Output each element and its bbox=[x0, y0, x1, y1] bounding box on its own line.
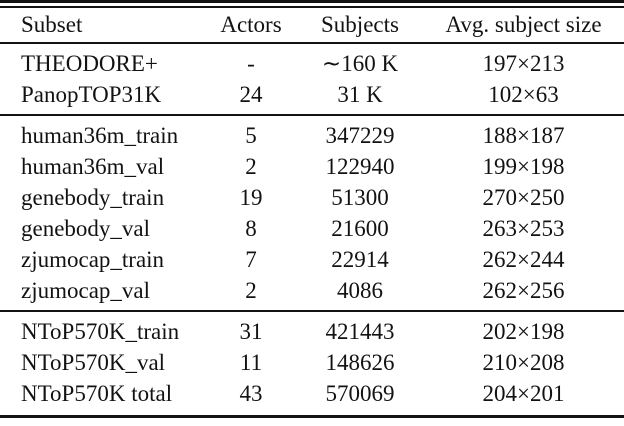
column-header-avg-subject-size: Avg. subject size bbox=[423, 8, 624, 44]
cell-avg-subject-size: 188×187 bbox=[423, 114, 624, 151]
cell-subset: NToP570K_train bbox=[0, 310, 205, 347]
cell-subset: human36m_train bbox=[0, 114, 205, 151]
cell-subjects: 4086 bbox=[337, 278, 383, 303]
cell-avg-subject-size: 204×201 bbox=[482, 381, 565, 406]
table-row: human36m_train 5 347229 188×187 bbox=[0, 114, 624, 151]
table-row: THEODORE+ - ∼160 K 197×213 bbox=[0, 42, 624, 79]
table-section-pretrain: THEODORE+ - ∼160 K 197×213 PanopTOP31K 24 31 K… bbox=[0, 42, 624, 115]
table-row: NToP570K total 43 570069 204×201 bbox=[0, 378, 624, 417]
table-row: zjumocap_train 7 22914 262×244 bbox=[0, 244, 624, 275]
cell-actors: 43 bbox=[239, 381, 263, 406]
cell-subjects: 51300 bbox=[331, 185, 389, 210]
cell-subset: zjumocap_train bbox=[21, 247, 165, 272]
dataset-subsets-table: Subset Actors Subjects Avg. subject size… bbox=[0, 8, 624, 418]
cell-avg-subject-size: 210×208 bbox=[482, 350, 565, 375]
cell-actors: - bbox=[205, 42, 297, 79]
cell-subjects: 22914 bbox=[331, 247, 389, 272]
table-row: PanopTOP31K 24 31 K 102×63 bbox=[0, 79, 624, 115]
table-top-rule-thick bbox=[0, 0, 624, 3]
cell-subset: genebody_val bbox=[21, 216, 151, 241]
column-header-subjects: Subjects bbox=[297, 8, 423, 44]
cell-subset: NToP570K total bbox=[21, 381, 173, 406]
header-row: Subset Actors Subjects Avg. subject size bbox=[0, 8, 624, 44]
cell-subjects: 421443 bbox=[297, 310, 423, 347]
table-section-subsets: human36m_train 5 347229 188×187 human36m_val… bbox=[0, 114, 624, 311]
cell-subset: genebody_train bbox=[21, 185, 165, 210]
cell-actors: 31 bbox=[205, 310, 297, 347]
cell-avg-subject-size: 197×213 bbox=[423, 42, 624, 79]
cell-subjects: 21600 bbox=[331, 216, 389, 241]
cell-actors: 19 bbox=[239, 185, 263, 210]
table-row: NToP570K_val 11 148626 210×208 bbox=[0, 347, 624, 378]
cell-avg-subject-size: 102×63 bbox=[488, 82, 559, 107]
cell-actors: 7 bbox=[245, 247, 257, 272]
cell-subset: human36m_val bbox=[21, 154, 165, 179]
column-header-subset: Subset bbox=[0, 8, 205, 44]
table-header: Subset Actors Subjects Avg. subject size bbox=[0, 8, 624, 44]
table-top-rule-thin bbox=[0, 6, 624, 8]
table-row: genebody_train 19 51300 270×250 bbox=[0, 182, 624, 213]
cell-subjects: 31 K bbox=[337, 82, 383, 107]
cell-subset: THEODORE+ bbox=[0, 42, 205, 79]
column-header-actors: Actors bbox=[205, 8, 297, 44]
table-row: genebody_val 8 21600 263×253 bbox=[0, 213, 624, 244]
cell-avg-subject-size: 270×250 bbox=[482, 185, 565, 210]
cell-subjects: ∼160 K bbox=[297, 42, 423, 79]
cell-subjects: 347229 bbox=[297, 114, 423, 151]
cell-subjects: 122940 bbox=[325, 154, 395, 179]
table-section-totals: NToP570K_train 31 421443 202×198 NToP570K_va… bbox=[0, 310, 624, 417]
cell-subjects: 148626 bbox=[325, 350, 395, 375]
cell-avg-subject-size: 263×253 bbox=[482, 216, 565, 241]
cell-avg-subject-size: 262×244 bbox=[482, 247, 565, 272]
table-row: human36m_val 2 122940 199×198 bbox=[0, 151, 624, 182]
cell-subjects: 570069 bbox=[325, 381, 395, 406]
table-row: zjumocap_val 2 4086 262×256 bbox=[0, 275, 624, 311]
cell-subset: NToP570K_val bbox=[21, 350, 166, 375]
cell-subset: PanopTOP31K bbox=[21, 82, 162, 107]
cell-subset: zjumocap_val bbox=[21, 278, 151, 303]
cell-actors: 11 bbox=[239, 350, 263, 375]
table-row: NToP570K_train 31 421443 202×198 bbox=[0, 310, 624, 347]
cell-actors: 2 bbox=[245, 278, 257, 303]
cell-actors: 8 bbox=[245, 216, 257, 241]
cell-avg-subject-size: 199×198 bbox=[482, 154, 565, 179]
cell-actors: 2 bbox=[245, 154, 257, 179]
cell-avg-subject-size: 262×256 bbox=[482, 278, 565, 303]
cell-avg-subject-size: 202×198 bbox=[423, 310, 624, 347]
cell-actors: 24 bbox=[239, 82, 263, 107]
cell-actors: 5 bbox=[205, 114, 297, 151]
